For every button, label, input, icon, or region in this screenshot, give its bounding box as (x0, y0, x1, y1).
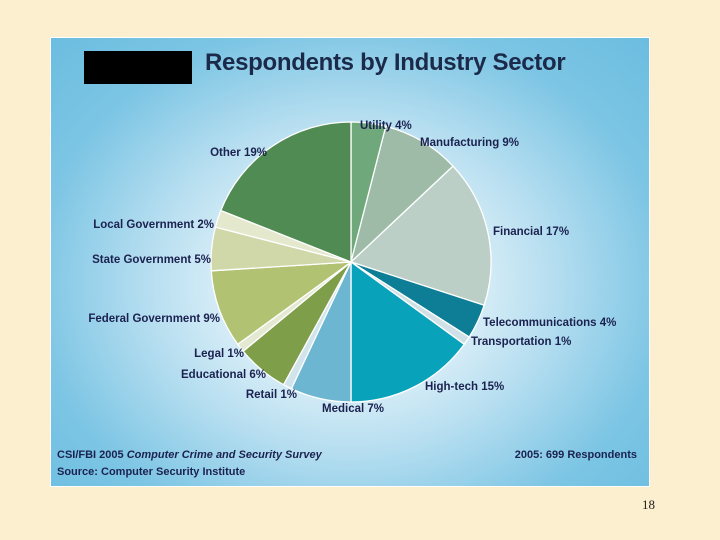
pie-slices (210, 121, 492, 403)
source-line: Source: Computer Security Institute (57, 466, 246, 478)
chart-title: Respondents by Industry Sector (205, 49, 566, 76)
slice-label-medical: Medical 7% (322, 403, 384, 415)
slice-label-other: Other 19% (210, 147, 267, 159)
slice-label-high-tech: High-tech 15% (425, 381, 504, 393)
survey-name-prefix: CSI/FBI 2005 (57, 449, 127, 461)
pie-slice-federal-government (210, 261, 352, 345)
slice-label-local-government: Local Government 2% (93, 219, 214, 231)
slice-label-educational: Educational 6% (181, 369, 266, 381)
redacted-logo-block (84, 51, 192, 84)
slice-label-manufacturing: Manufacturing 9% (420, 137, 519, 149)
slice-label-financial: Financial 17% (493, 226, 569, 238)
survey-name-title: Computer Crime and Security Survey (126, 449, 322, 461)
chart-figure: Utility 4% Manufacturing 9% Financial 17% T… (50, 37, 650, 487)
survey-name: CSI/FBI 2005 Computer Crime and Security… (57, 449, 322, 461)
pie-slice-financial (350, 165, 492, 306)
pie-slice-high-tech (350, 261, 465, 403)
slice-label-utility: Utility 4% (360, 120, 412, 132)
slice-label-legal: Legal 1% (194, 348, 244, 360)
page-number: 18 (642, 497, 655, 512)
slice-label-federal-government: Federal Government 9% (88, 313, 220, 325)
respondent-count: 2005: 699 Respondents (514, 449, 637, 461)
pie-chart: Utility 4% Manufacturing 9% Financial 17% T… (88, 120, 616, 415)
slice-label-retail: Retail 1% (246, 389, 297, 401)
slice-label-state-government: State Government 5% (92, 254, 211, 266)
pie-slice-manufacturing (350, 125, 454, 263)
slice-label-telecommunications: Telecommunications 4% (483, 317, 616, 329)
slice-label-transportation: Transportation 1% (471, 336, 571, 348)
pie-slice-other (220, 121, 352, 263)
pie-labels: Utility 4% Manufacturing 9% Financial 17% T… (88, 120, 616, 415)
